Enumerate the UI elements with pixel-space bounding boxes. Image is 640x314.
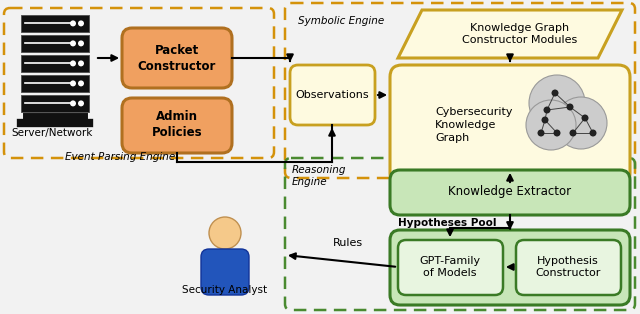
Text: Cybersecurity
Knowledge
Graph: Cybersecurity Knowledge Graph [435, 107, 513, 143]
Text: Observations: Observations [295, 90, 369, 100]
Circle shape [70, 60, 76, 66]
FancyBboxPatch shape [21, 95, 89, 112]
Circle shape [552, 89, 559, 96]
Circle shape [70, 80, 76, 86]
FancyBboxPatch shape [390, 230, 630, 305]
Circle shape [570, 129, 577, 137]
Text: Security Analyst: Security Analyst [182, 285, 268, 295]
Text: Event Parsing Engine: Event Parsing Engine [65, 152, 175, 162]
FancyBboxPatch shape [398, 240, 503, 295]
Text: Reasoning
Engine: Reasoning Engine [292, 165, 346, 187]
FancyBboxPatch shape [390, 170, 630, 215]
Circle shape [529, 75, 585, 131]
Text: GPT-Family
of Models: GPT-Family of Models [419, 256, 481, 278]
Circle shape [541, 116, 548, 123]
Text: Hypotheses Pool: Hypotheses Pool [398, 218, 497, 228]
Circle shape [70, 20, 76, 26]
Circle shape [589, 129, 596, 137]
Polygon shape [398, 10, 622, 58]
Text: Server/Network: Server/Network [12, 128, 93, 138]
Text: Rules: Rules [333, 238, 363, 248]
FancyBboxPatch shape [390, 65, 630, 185]
FancyBboxPatch shape [21, 15, 89, 32]
Text: Symbolic Engine: Symbolic Engine [298, 16, 384, 26]
Text: Hypothesis
Constructor: Hypothesis Constructor [535, 256, 601, 278]
Circle shape [526, 100, 576, 150]
Circle shape [543, 106, 550, 113]
Circle shape [582, 115, 589, 122]
Circle shape [70, 41, 76, 46]
Circle shape [566, 104, 573, 111]
FancyBboxPatch shape [290, 65, 375, 125]
Circle shape [78, 80, 84, 86]
FancyBboxPatch shape [122, 28, 232, 88]
Circle shape [78, 60, 84, 66]
FancyBboxPatch shape [516, 240, 621, 295]
FancyBboxPatch shape [201, 249, 249, 295]
Circle shape [78, 41, 84, 46]
Circle shape [538, 129, 545, 137]
Circle shape [70, 100, 76, 106]
Circle shape [555, 97, 607, 149]
Circle shape [209, 217, 241, 249]
Circle shape [78, 100, 84, 106]
Circle shape [554, 129, 561, 137]
Text: Admin
Policies: Admin Policies [152, 111, 202, 139]
FancyBboxPatch shape [21, 75, 89, 92]
FancyBboxPatch shape [21, 55, 89, 72]
Text: Knowledge Extractor: Knowledge Extractor [449, 186, 572, 198]
FancyBboxPatch shape [122, 98, 232, 153]
Text: Packet
Constructor: Packet Constructor [138, 44, 216, 73]
Circle shape [78, 20, 84, 26]
Text: Knowledge Graph
Constructor Modules: Knowledge Graph Constructor Modules [462, 23, 578, 45]
FancyBboxPatch shape [21, 35, 89, 52]
